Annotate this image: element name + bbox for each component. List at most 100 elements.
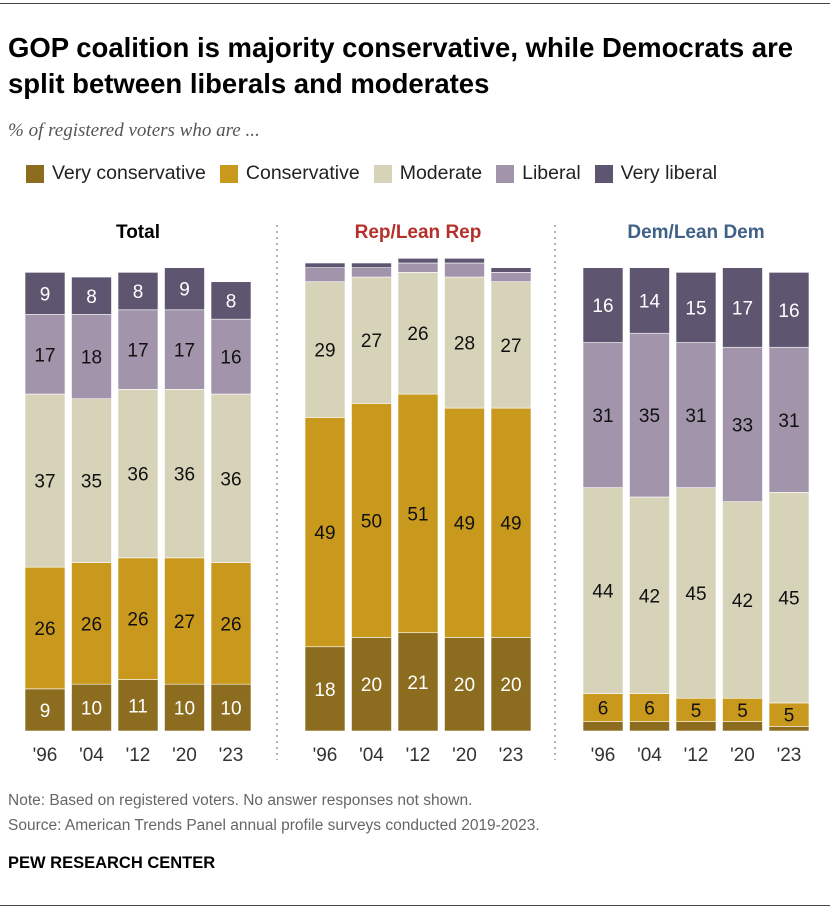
x-tick-label: '04 xyxy=(79,745,104,766)
legend-item: Conservative xyxy=(219,162,360,185)
bar-segment xyxy=(444,262,485,278)
bar-segment xyxy=(397,393,439,634)
data-label: 14 xyxy=(639,291,661,312)
data-label: 21 xyxy=(407,673,428,694)
bar-segment xyxy=(582,721,624,732)
data-label: 33 xyxy=(732,415,753,436)
legend-label: Very conservative xyxy=(52,162,206,184)
data-label: 31 xyxy=(685,406,706,427)
legend-label: Moderate xyxy=(399,162,483,184)
bar-segment xyxy=(24,566,66,690)
bar-segment xyxy=(210,683,252,732)
bar-segment xyxy=(117,309,159,390)
bar-segment xyxy=(117,389,159,559)
bar-segment xyxy=(490,281,532,409)
data-label: 5 xyxy=(737,701,748,722)
data-label: 16 xyxy=(592,296,613,317)
bar-segment xyxy=(582,342,624,488)
bar-segment xyxy=(490,272,532,283)
bar-segment xyxy=(722,346,763,502)
bar-segment xyxy=(304,646,346,732)
bar-segment xyxy=(24,272,66,315)
bar-segment xyxy=(210,393,252,563)
x-tick-label: '23 xyxy=(219,745,244,766)
x-tick-label: '23 xyxy=(499,745,524,766)
bar-segment xyxy=(722,267,763,348)
data-label: 16 xyxy=(220,348,241,369)
bar-segment xyxy=(210,318,252,395)
bar-segment xyxy=(444,407,485,638)
legend-label: Conservative xyxy=(245,162,360,184)
data-label: 44 xyxy=(592,582,614,603)
x-tick-label: '23 xyxy=(777,745,802,766)
bar-segment xyxy=(444,258,485,264)
bar-segment xyxy=(675,721,717,732)
bar-segment xyxy=(71,683,112,732)
data-label: 26 xyxy=(81,614,102,635)
data-label: 31 xyxy=(592,406,613,427)
bar-segment xyxy=(164,389,205,559)
bar-segment xyxy=(490,267,532,273)
bar-segment xyxy=(351,267,392,278)
bar-segment xyxy=(351,403,392,638)
bar-segment xyxy=(164,309,205,390)
bar-segment xyxy=(210,281,252,320)
data-label: 31 xyxy=(778,411,799,432)
bar-segment xyxy=(675,487,717,699)
bar-segment xyxy=(117,679,159,732)
data-label: 16 xyxy=(778,301,799,322)
data-label: 36 xyxy=(174,465,195,486)
x-tick-label: '20 xyxy=(172,745,197,766)
data-label: 17 xyxy=(34,345,55,366)
legend-swatch xyxy=(496,164,515,183)
data-label: 17 xyxy=(732,298,753,319)
data-label: 35 xyxy=(81,472,102,493)
data-label: 49 xyxy=(454,514,475,535)
bar-segment xyxy=(490,637,532,732)
bar-segment xyxy=(629,721,670,732)
data-label: 8 xyxy=(133,282,144,303)
x-tick-label: '20 xyxy=(452,745,477,766)
legend-label: Liberal xyxy=(522,162,581,184)
data-label: 6 xyxy=(644,699,655,720)
x-tick-label: '20 xyxy=(730,745,755,766)
data-label: 17 xyxy=(127,341,148,362)
data-label: 26 xyxy=(407,324,428,345)
bar-segment xyxy=(582,267,624,343)
data-label: 9 xyxy=(40,284,51,305)
data-label: 45 xyxy=(685,584,706,605)
brand-logo-text: PEW RESEARCH CENTER xyxy=(8,854,216,872)
data-label: 20 xyxy=(500,675,521,696)
data-label: 35 xyxy=(639,406,660,427)
bar-segment xyxy=(629,693,670,722)
bar-segment xyxy=(351,262,392,268)
bar-segment xyxy=(397,258,439,264)
data-label: 26 xyxy=(220,614,241,635)
data-label: 17 xyxy=(174,341,195,362)
bar-segment xyxy=(675,272,717,343)
panel-title: Rep/Lean Rep xyxy=(355,222,482,243)
data-label: 11 xyxy=(128,696,148,717)
data-label: 10 xyxy=(81,699,102,720)
data-label: 27 xyxy=(500,336,521,357)
data-label: 18 xyxy=(314,680,335,701)
data-label: 42 xyxy=(732,591,753,612)
legend-item: Very liberal xyxy=(594,162,718,185)
bar-segment xyxy=(490,407,532,638)
data-label: 5 xyxy=(784,706,795,727)
legend-label: Very liberal xyxy=(620,162,718,184)
legend-swatch xyxy=(373,164,392,183)
data-label: 9 xyxy=(179,280,190,301)
data-label: 10 xyxy=(220,699,241,720)
bar-segment xyxy=(444,637,485,732)
source-text: Source: American Trends Panel annual pro… xyxy=(8,817,540,834)
bar-segment xyxy=(397,272,439,395)
data-label: 6 xyxy=(598,699,609,720)
x-tick-label: '96 xyxy=(591,745,616,766)
bar-segment xyxy=(71,562,112,685)
note-text: Note: Based on registered voters. No ans… xyxy=(8,792,473,809)
x-tick-label: '12 xyxy=(684,745,709,766)
bar-segment xyxy=(24,688,66,732)
